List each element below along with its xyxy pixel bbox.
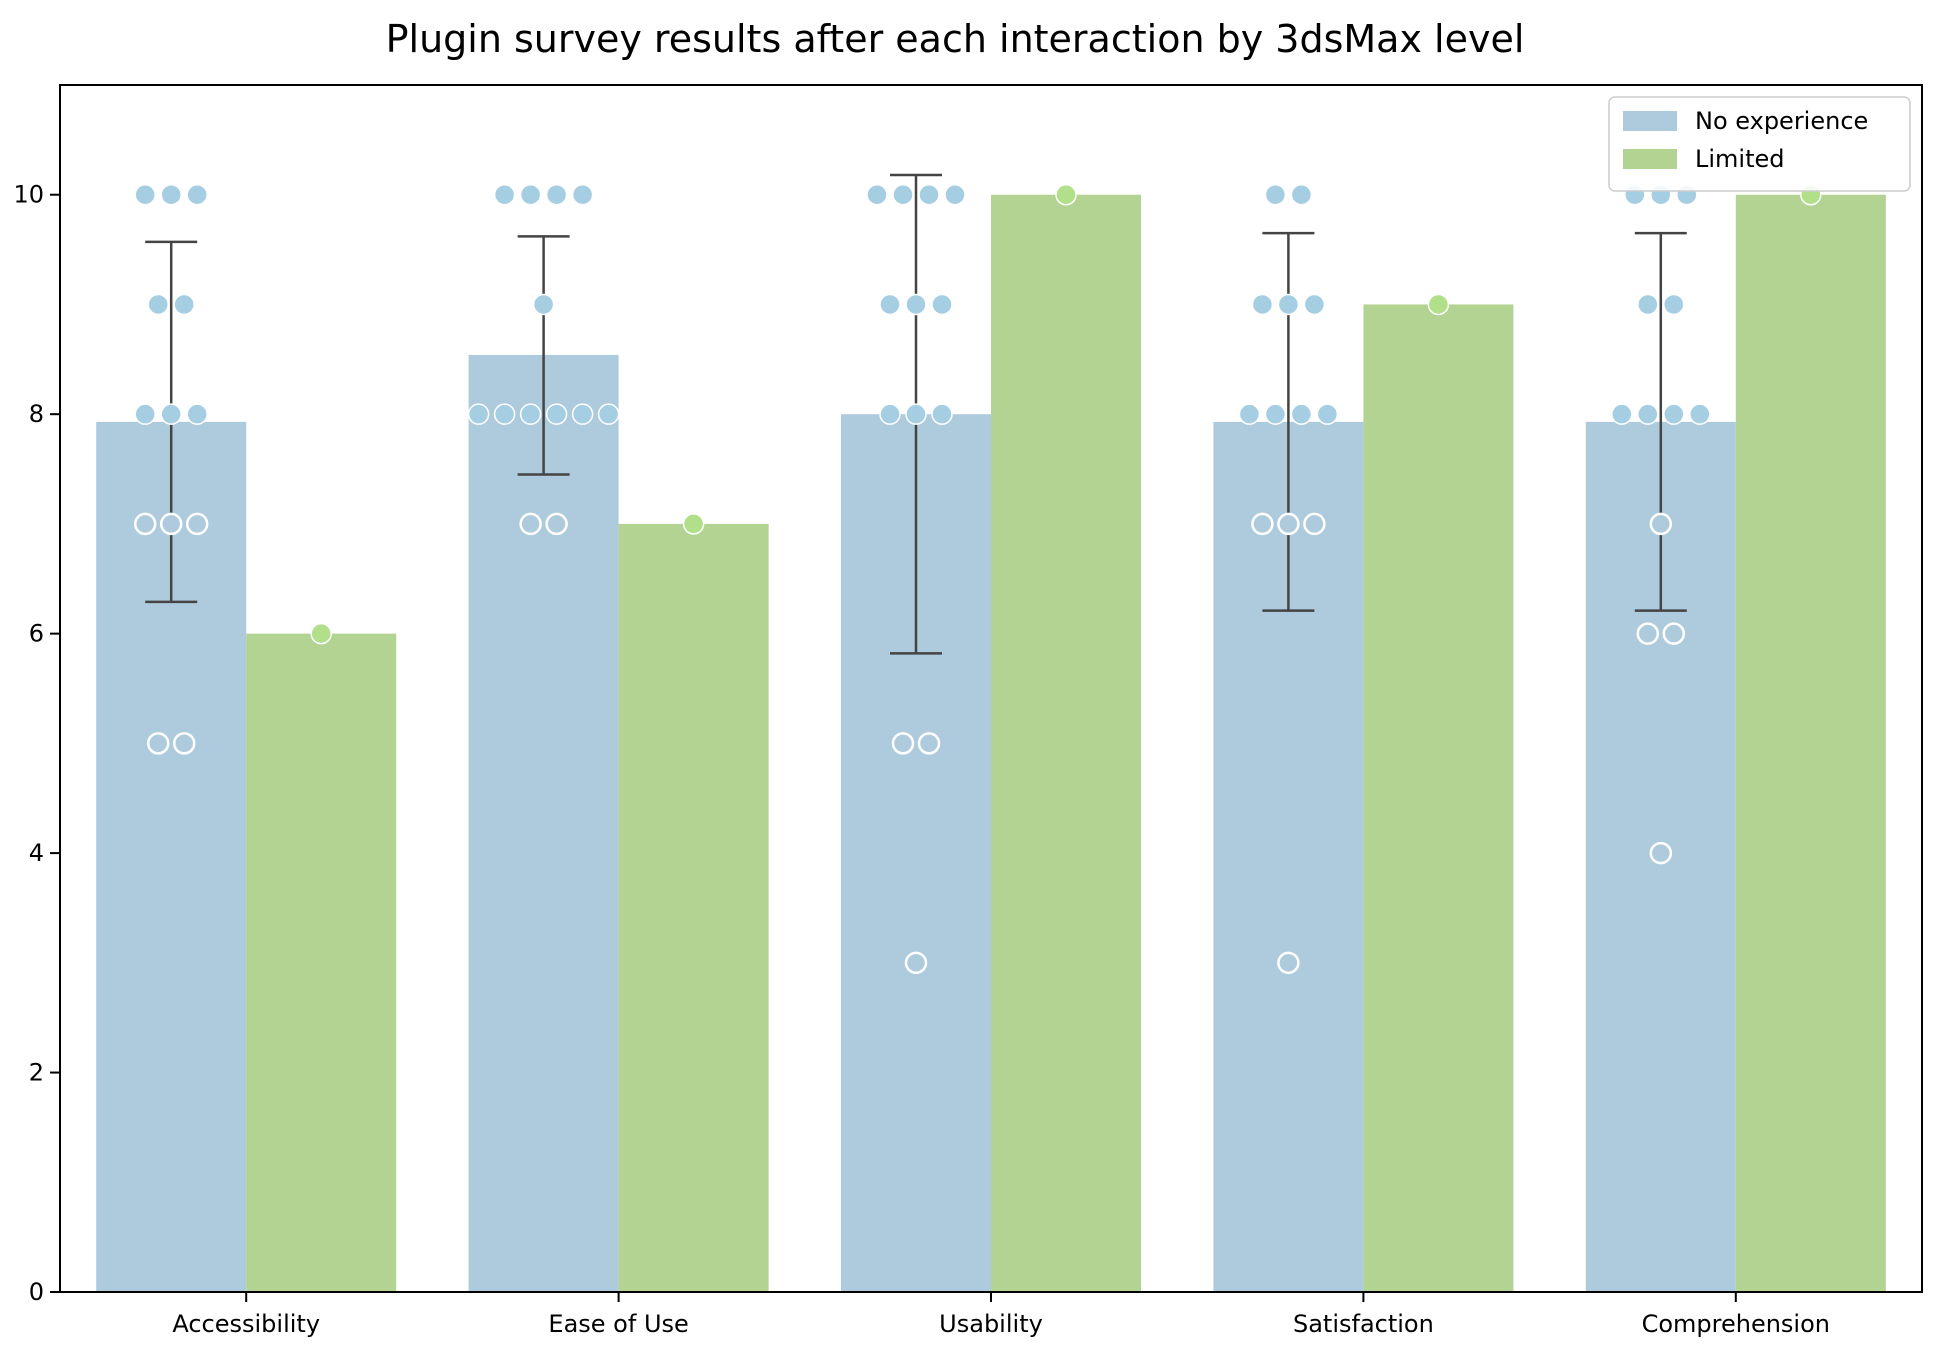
point-no-experience-3-3: [1277, 293, 1300, 316]
point-no-experience-0-5: [134, 403, 156, 425]
point-no-experience-2-4: [879, 293, 901, 316]
point-no-experience-1-1: [519, 183, 542, 206]
bar-limited-1: [618, 523, 769, 1292]
point-no-experience-0-0: [134, 183, 156, 206]
point-no-experience-2-0: [866, 183, 888, 206]
point-no-experience-4-11: [1662, 622, 1686, 645]
point-no-experience-2-9: [931, 403, 953, 425]
point-no-experience-0-4: [173, 293, 195, 316]
y-tick-label-5: 10: [13, 181, 44, 209]
bars-layer: [96, 194, 1886, 1292]
point-limited-0-0: [310, 622, 332, 645]
point-no-experience-0-6: [160, 403, 182, 425]
point-no-experience-2-11: [917, 732, 941, 755]
bar-limited-4: [1735, 194, 1886, 1292]
bar-no-experience-1: [468, 354, 619, 1292]
point-no-experience-3-2: [1251, 293, 1274, 316]
point-no-experience-3-6: [1264, 403, 1287, 425]
point-no-experience-1-2: [545, 183, 568, 206]
point-no-experience-2-6: [931, 293, 953, 316]
y-tick-label-4: 8: [29, 400, 44, 428]
plot-frame: [59, 84, 1923, 1293]
y-tick-label-2: 4: [29, 839, 44, 867]
legend-swatch-0: [1623, 111, 1677, 131]
point-no-experience-4-4: [1663, 293, 1685, 316]
bar-limited-3: [1363, 304, 1514, 1292]
y-tick-label-0: 0: [29, 1278, 44, 1306]
point-no-experience-1-0: [493, 183, 516, 206]
point-no-experience-1-8: [545, 403, 568, 425]
point-no-experience-1-11: [519, 512, 542, 536]
point-no-experience-0-9: [159, 512, 183, 536]
legend: No experience Limited: [1608, 96, 1911, 192]
point-no-experience-3-10: [1277, 512, 1300, 536]
bar-limited-2: [991, 194, 1141, 1292]
point-limited-3-0: [1427, 293, 1450, 316]
point-no-experience-0-10: [185, 512, 209, 536]
point-no-experience-3-0: [1264, 183, 1287, 206]
point-no-experience-3-1: [1290, 183, 1313, 206]
legend-swatch-1: [1623, 149, 1677, 169]
point-no-experience-2-1: [892, 183, 914, 206]
point-no-experience-3-11: [1303, 512, 1326, 536]
point-no-experience-0-2: [186, 183, 208, 206]
y-tick-label-3: 6: [29, 620, 44, 648]
legend-box: [1608, 96, 1911, 192]
point-no-experience-0-11: [146, 732, 170, 755]
point-no-experience-2-5: [905, 293, 927, 316]
point-no-experience-0-1: [160, 183, 182, 206]
legend-label-0: No experience: [1695, 107, 1868, 135]
point-no-experience-1-5: [467, 403, 490, 425]
point-no-experience-2-2: [918, 183, 940, 206]
point-no-experience-2-10: [891, 732, 915, 755]
x-tick-label-1: Ease of Use: [548, 1310, 688, 1338]
point-no-experience-3-9: [1251, 512, 1274, 536]
x-tick-label-2: Usability: [939, 1310, 1043, 1338]
point-limited-2-0: [1055, 183, 1077, 206]
point-no-experience-1-3: [571, 183, 594, 206]
point-no-experience-3-7: [1290, 403, 1313, 425]
bar-limited-0: [246, 633, 397, 1292]
x-tick-label-4: Comprehension: [1642, 1310, 1830, 1338]
point-no-experience-3-5: [1238, 403, 1261, 425]
point-no-experience-2-7: [879, 403, 901, 425]
point-no-experience-4-6: [1637, 403, 1659, 425]
point-no-experience-2-8: [905, 403, 927, 425]
point-no-experience-1-10: [597, 403, 620, 425]
x-tick-label-3: Satisfaction: [1293, 1310, 1434, 1338]
point-no-experience-0-3: [147, 293, 169, 316]
x-tick-label-0: Accessibility: [172, 1310, 320, 1338]
point-no-experience-4-10: [1636, 622, 1660, 645]
y-tick-label-1: 2: [29, 1059, 44, 1087]
point-no-experience-4-5: [1611, 403, 1633, 425]
legend-label-1: Limited: [1695, 145, 1785, 173]
point-no-experience-1-9: [571, 403, 594, 425]
chart-title: Plugin survey results after each interac…: [386, 17, 1525, 61]
point-no-experience-1-12: [545, 512, 568, 536]
point-no-experience-0-7: [186, 403, 208, 425]
point-no-experience-2-12: [904, 951, 928, 975]
point-no-experience-4-8: [1689, 403, 1711, 425]
point-no-experience-3-8: [1316, 403, 1339, 425]
point-no-experience-3-12: [1277, 951, 1300, 975]
point-no-experience-4-7: [1663, 403, 1685, 425]
axes-layer: Accessibility Ease of Use Usability Satisfa…: [13, 84, 1923, 1338]
points-layer: [133, 183, 1822, 975]
point-limited-1-0: [682, 513, 705, 535]
point-no-experience-0-12: [172, 732, 196, 755]
point-no-experience-2-3: [944, 183, 966, 206]
point-no-experience-4-3: [1637, 293, 1659, 316]
point-no-experience-4-9: [1649, 512, 1673, 536]
point-no-experience-1-6: [493, 403, 516, 425]
point-no-experience-1-4: [532, 293, 555, 316]
point-no-experience-0-8: [133, 512, 157, 536]
point-no-experience-1-7: [519, 403, 542, 425]
point-no-experience-4-12: [1649, 841, 1673, 865]
point-no-experience-3-4: [1303, 293, 1326, 316]
